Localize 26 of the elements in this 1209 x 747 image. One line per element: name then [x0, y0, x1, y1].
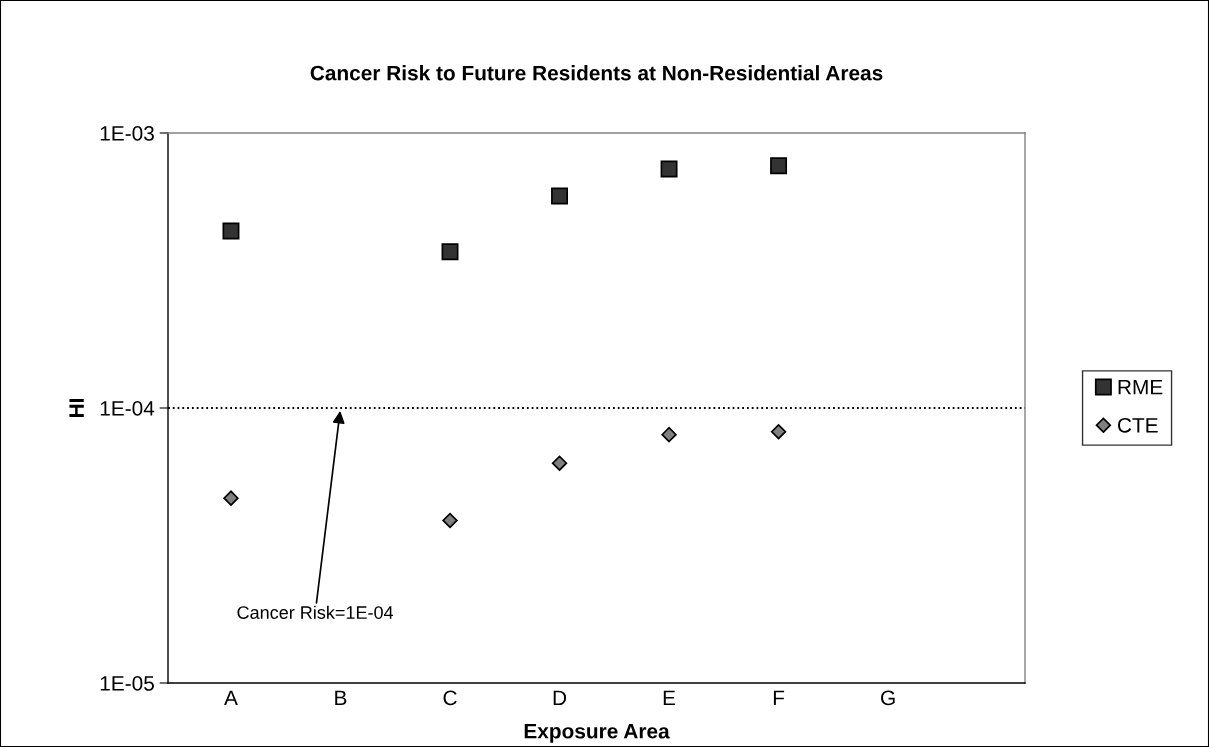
x-tick-label: C: [443, 690, 457, 706]
point: [441, 243, 459, 261]
y-tick-label: 1E-05: [100, 676, 154, 691]
point: [770, 157, 788, 175]
annotation: Cancer Risk=1E-04: [237, 605, 394, 619]
x-tick-label: B: [335, 690, 347, 706]
point: [661, 426, 677, 443]
point: [222, 222, 240, 240]
x-tick-label: E: [663, 690, 676, 706]
point: [223, 490, 239, 506]
x-tick-label: D: [553, 690, 567, 706]
point: [551, 187, 569, 205]
legend-label: CTE: [1117, 417, 1158, 433]
y-axis-title: HI: [69, 398, 84, 418]
point: [770, 423, 787, 440]
point: [660, 160, 678, 178]
y-tick-label: 1E-04: [100, 401, 155, 416]
x-tick-label: A: [224, 690, 238, 706]
y-tick-label: 1E-03: [100, 126, 154, 141]
legend-label: RME: [1118, 379, 1163, 395]
point: [551, 455, 568, 471]
chart-title: Cancer Risk to Future Residents at Non-Residential Areas: [310, 65, 883, 81]
point: [442, 512, 458, 529]
x-tick-label: G: [881, 690, 895, 706]
x-axis-title: Exposure Area: [524, 724, 670, 743]
x-tick-label: F: [773, 690, 785, 706]
